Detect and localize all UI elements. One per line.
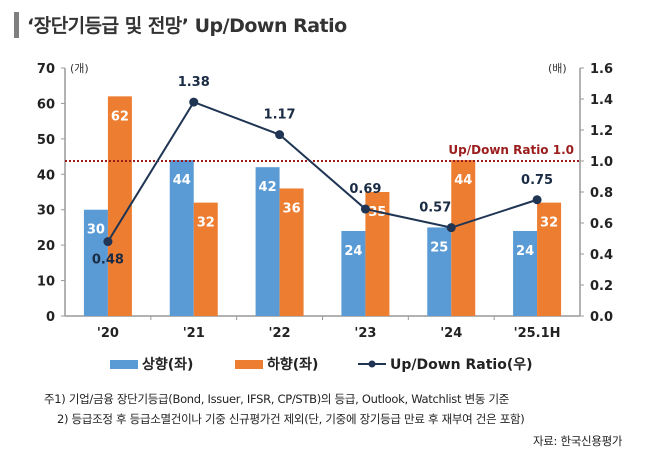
- ratio-point: [360, 204, 370, 214]
- bar-down: [279, 188, 304, 316]
- left-tick-label: 30: [37, 204, 55, 219]
- x-tick-label: '20: [97, 326, 119, 341]
- bar-down: [193, 202, 218, 316]
- legend-label-up: 상향(좌): [142, 357, 194, 373]
- bar-up-label: 25: [430, 240, 448, 255]
- ratio-point: [446, 223, 456, 233]
- title-accent-bar: [14, 12, 19, 38]
- left-tick-label: 60: [37, 97, 55, 112]
- left-tick-label: 0: [46, 310, 55, 325]
- bar-down: [107, 96, 132, 316]
- bar-down-label: 62: [111, 109, 129, 124]
- bar-up: [341, 230, 366, 316]
- ratio-point: [103, 237, 113, 247]
- bar-up-label: 24: [516, 244, 534, 259]
- right-tick-label: 1.4: [590, 93, 613, 108]
- legend-swatch-up: [110, 359, 138, 369]
- reference-line-label: Up/Down Ratio 1.0: [448, 143, 574, 157]
- bar-down: [537, 202, 562, 316]
- ratio-point: [275, 130, 285, 140]
- x-tick-label: '21: [183, 326, 205, 341]
- legend-item-ratio: Up/Down Ratio(우): [358, 354, 533, 374]
- bar-up-label: 42: [259, 180, 277, 195]
- bar-down: [451, 160, 476, 316]
- ratio-line: [107, 100, 538, 243]
- bar-up-label: 30: [87, 223, 105, 238]
- right-tick-label: 0.0: [590, 310, 613, 325]
- source-note: 자료: 한국신용평가: [533, 434, 623, 448]
- legend-line-marker-icon: [358, 360, 386, 368]
- bar-up-label: 44: [173, 173, 191, 188]
- footnote-1: 주1) 기업/금융 장단기등급(Bond, Issuer, IFSR, CP/S…: [44, 392, 510, 406]
- x-tick-label: '24: [440, 326, 462, 341]
- bar-up: [427, 227, 452, 316]
- left-tick-label: 70: [37, 62, 55, 77]
- legend-label-down: 하향(좌): [267, 357, 319, 373]
- ratio-label: 0.48: [92, 253, 124, 268]
- ratio-label: 1.17: [264, 108, 296, 123]
- chart-title: ‘장단기등급 및 전망’ Up/Down Ratio: [27, 15, 347, 37]
- ratio-label: 0.75: [521, 173, 553, 188]
- legend-item-up: 상향(좌): [110, 354, 193, 374]
- right-tick-label: 1.2: [590, 124, 613, 139]
- legend-item-down: 하향(좌): [235, 354, 318, 374]
- left-tick-label: 50: [37, 133, 55, 148]
- legend-label-ratio: Up/Down Ratio(우): [390, 357, 533, 373]
- footnote-2: 2) 등급조정 후 등급소멸건이나 기중 신규평가건 제외(단, 기중에 장기등…: [57, 412, 525, 426]
- bar-down-label: 32: [197, 216, 215, 231]
- left-tick-label: 10: [37, 275, 55, 290]
- bar-up: [83, 209, 108, 316]
- bar-up: [169, 160, 194, 316]
- right-tick-label: 0.8: [590, 186, 613, 201]
- ratio-label: 0.57: [419, 201, 451, 216]
- left-tick-label: 40: [37, 168, 55, 183]
- ratio-point: [532, 195, 542, 205]
- bar-up: [513, 230, 538, 316]
- bar-down-label: 36: [283, 201, 301, 216]
- ratio-label: 1.38: [178, 75, 210, 90]
- ratio-point: [189, 97, 199, 107]
- x-tick-label: '23: [354, 326, 376, 341]
- right-axis-unit: (배): [548, 62, 567, 75]
- right-tick-label: 0.2: [590, 279, 613, 294]
- right-tick-label: 0.4: [590, 248, 613, 263]
- x-tick-label: '22: [269, 326, 291, 341]
- chart-canvas: 0 10 20 30 40 50 60 70 (개) 0.0 0.2 0.4 0.6 0.8 1.0 1.2 1…: [37, 62, 613, 341]
- bar-up-label: 24: [344, 244, 362, 259]
- right-tick-label: 1.6: [590, 62, 613, 77]
- bar-down-label: 32: [540, 216, 558, 231]
- legend-swatch-down: [235, 359, 263, 369]
- x-tick-label: '25.1H: [514, 326, 561, 341]
- left-tick-label: 20: [37, 239, 55, 254]
- ratio-label: 0.69: [349, 182, 381, 197]
- left-axis-unit: (개): [70, 62, 89, 75]
- right-tick-label: 1.0: [590, 155, 613, 170]
- bar-down-label: 44: [454, 173, 472, 188]
- right-tick-label: 0.6: [590, 217, 613, 232]
- legend: 상향(좌) 하향(좌) Up/Down Ratio(우): [0, 354, 658, 374]
- bar-up: [255, 167, 280, 316]
